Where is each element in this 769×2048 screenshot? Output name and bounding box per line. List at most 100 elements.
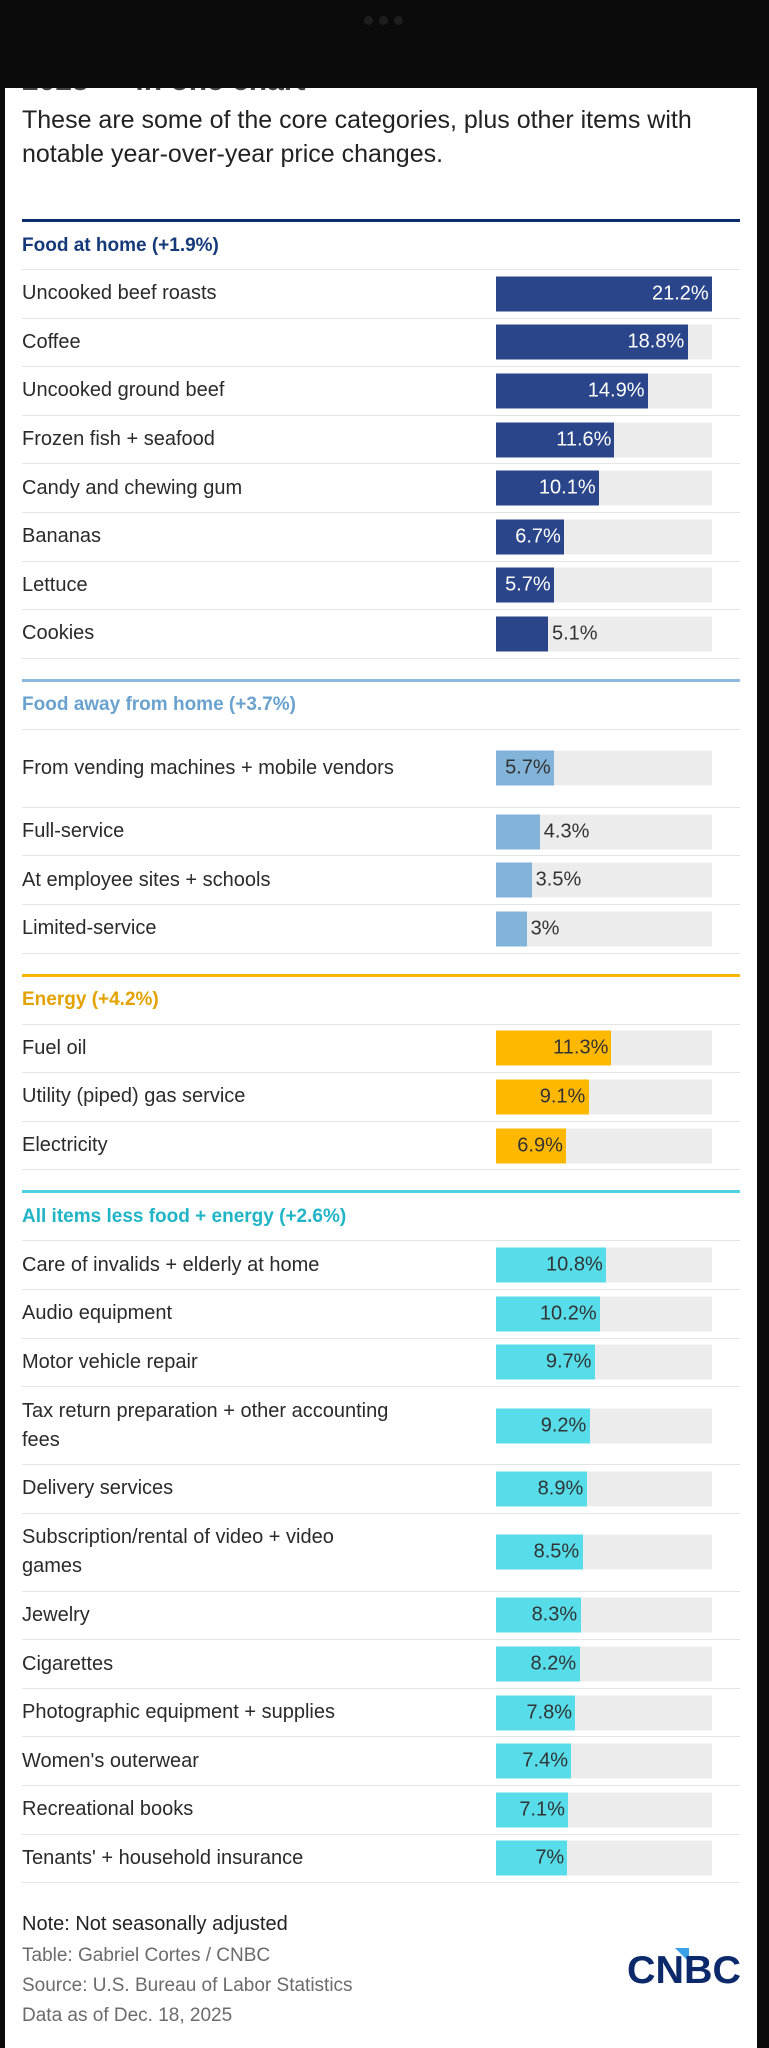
value-label: 11.6% <box>556 428 612 451</box>
section-rows: Care of invalids + elderly at home 10.8% A… <box>22 1240 740 1884</box>
table-row: Delivery services 8.9% <box>22 1464 740 1513</box>
bar-track: 5.7% <box>496 567 712 603</box>
bar-track: 6.9% <box>496 1128 712 1164</box>
section-title: Energy (+4.2%) <box>22 989 159 1011</box>
bar <box>496 1471 587 1507</box>
value-label: 8.2% <box>530 1652 577 1675</box>
bar-table: Food at home (+1.9%) Uncooked beef roasts… <box>22 219 740 1903</box>
table-row: Subscription/rental of video + video gam… <box>22 1512 740 1591</box>
table-row: Care of invalids + elderly at home 10.8% <box>22 1240 740 1289</box>
row-label: Lettuce <box>22 573 88 596</box>
table-row: Uncooked ground beef 14.9% <box>22 366 740 415</box>
bar <box>496 1743 572 1779</box>
row-label: Cookies <box>22 622 95 645</box>
bar-track: 8.3% <box>496 1597 712 1633</box>
row-label: Limited-service <box>22 917 157 940</box>
chart-subtitle: These are some of the core categories, p… <box>22 106 692 168</box>
table-row: Frozen fish + seafood 11.6% <box>22 414 740 464</box>
bar-track: 11.6% <box>496 422 712 458</box>
table-row: Utility (piped) gas service 9.1% <box>22 1072 740 1121</box>
section-rows: Uncooked beef roasts 21.2% Coffee 18.8% Unco… <box>22 269 740 659</box>
table-row: Fuel oil 11.3% <box>22 1023 740 1073</box>
value-label: 8.9% <box>537 1477 584 1500</box>
table-row: Women's outerwear 7.4% <box>22 1736 740 1785</box>
bar-track: 7.4% <box>496 1743 712 1779</box>
bar <box>496 1247 607 1283</box>
row-label: Uncooked beef roasts <box>22 282 217 305</box>
section-title: Food away from home (+3.7%) <box>22 694 296 716</box>
value-label: 3.5% <box>535 868 582 891</box>
table-row: Jewelry 8.3% <box>22 1590 740 1640</box>
value-label: 8.3% <box>531 1603 578 1626</box>
value-label: 7.1% <box>519 1798 565 1821</box>
row-label: Fuel oil <box>22 1036 87 1059</box>
value-label: 7.8% <box>526 1701 573 1724</box>
bar <box>496 1079 589 1115</box>
bar-track: 21.2% <box>496 276 712 312</box>
bar-track: 7% <box>496 1840 712 1876</box>
section-1: Food away from home (+3.7%) From vending … <box>22 678 740 954</box>
bar-track: 7.8% <box>496 1695 712 1731</box>
value-label: 6.9% <box>517 1134 563 1157</box>
row-label: Coffee <box>22 330 81 353</box>
value-label: 5.7% <box>505 756 551 779</box>
bar-track: 10.8% <box>496 1247 712 1283</box>
value-label: 7.4% <box>522 1749 568 1772</box>
row-label: Recreational books <box>22 1798 194 1821</box>
row-label: At employee sites + schools <box>22 868 271 891</box>
row-label: From vending machines + mobile vendors <box>22 756 394 779</box>
row-label: Uncooked ground beef <box>22 379 225 402</box>
bar-track: 11.3% <box>496 1030 712 1066</box>
bar <box>496 567 555 603</box>
row-label: Motor vehicle repair <box>22 1350 198 1373</box>
bar-track: 9.7% <box>496 1344 712 1380</box>
bar-track: 6.7% <box>496 519 712 555</box>
bar-track: 5.1% <box>496 616 712 652</box>
table-row: Motor vehicle repair 9.7% <box>22 1337 740 1387</box>
bar <box>496 1792 569 1828</box>
bar <box>496 373 648 409</box>
value-label: 7% <box>535 1846 565 1869</box>
section-rows: Fuel oil 11.3% Utility (piped) gas service… <box>22 1023 740 1171</box>
value-label: 9.7% <box>545 1350 592 1373</box>
bar <box>496 862 532 898</box>
row-label: Tenants' + household insurance <box>22 1846 304 1869</box>
value-label: 14.9% <box>587 379 645 402</box>
row-label: Care of invalids + elderly at home <box>22 1253 320 1276</box>
bar <box>496 1597 581 1633</box>
row-label: Electricity <box>22 1134 108 1157</box>
bar-track: 9.2% <box>496 1408 712 1444</box>
row-label: Full-service <box>22 820 125 843</box>
footer: Note: Not seasonally adjusted Table: Gab… <box>22 1908 353 2031</box>
row-label: Delivery services <box>22 1477 174 1500</box>
table-row: Uncooked beef roasts 21.2% <box>22 269 740 318</box>
bar-track: 9.1% <box>496 1079 712 1115</box>
value-label: 11.3% <box>553 1036 609 1059</box>
table-row: Recreational books 7.1% <box>22 1785 740 1834</box>
value-label: 8.5% <box>533 1540 580 1563</box>
bar <box>496 519 565 555</box>
source: Source: U.S. Bureau of Labor Statistics <box>22 1975 353 1996</box>
row-label: Utility (piped) gas service <box>22 1085 246 1108</box>
bar-track: 10.1% <box>496 470 712 506</box>
value-label: 9.1% <box>539 1085 586 1108</box>
table-row: Tax return preparation + other accountin… <box>22 1386 740 1464</box>
chart-title: 2025 — in one chart <box>22 88 305 98</box>
value-label: 5.7% <box>505 573 551 596</box>
bar <box>496 422 615 458</box>
bar-track: 8.9% <box>496 1471 712 1507</box>
value-label: 10.2% <box>539 1302 597 1325</box>
value-label: 10.1% <box>538 476 596 499</box>
window-handle[interactable] <box>364 16 403 25</box>
table-row: Limited-service 3% <box>22 903 740 953</box>
table-row: At employee sites + schools 3.5% <box>22 855 740 904</box>
table-row: Cookies 5.1% <box>22 609 740 658</box>
value-label: 10.8% <box>546 1253 603 1276</box>
section-3: All items less food + energy (+2.6%) Care… <box>22 1190 740 1884</box>
bar-track: 5.7% <box>496 750 712 786</box>
bar <box>496 276 712 312</box>
bar <box>496 1695 576 1731</box>
section-title: All items less food + energy (+2.6%) <box>22 1205 347 1227</box>
bar <box>496 1296 600 1332</box>
bar <box>496 1128 567 1164</box>
